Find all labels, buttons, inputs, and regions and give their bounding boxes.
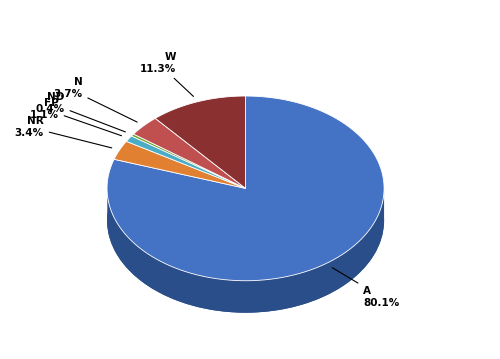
Polygon shape [156, 96, 246, 188]
Text: NR
3.4%: NR 3.4% [14, 116, 112, 148]
Polygon shape [114, 141, 246, 188]
Polygon shape [134, 118, 246, 188]
Text: W
11.3%: W 11.3% [140, 52, 194, 97]
Polygon shape [108, 190, 384, 313]
Ellipse shape [107, 128, 384, 313]
Polygon shape [132, 134, 246, 188]
Text: FP
1.1%: FP 1.1% [30, 98, 122, 136]
Polygon shape [126, 136, 246, 188]
Polygon shape [107, 96, 384, 281]
Text: A
80.1%: A 80.1% [332, 268, 400, 308]
Text: ND
0.4%: ND 0.4% [36, 92, 126, 132]
Text: N
3.7%: N 3.7% [54, 78, 137, 122]
